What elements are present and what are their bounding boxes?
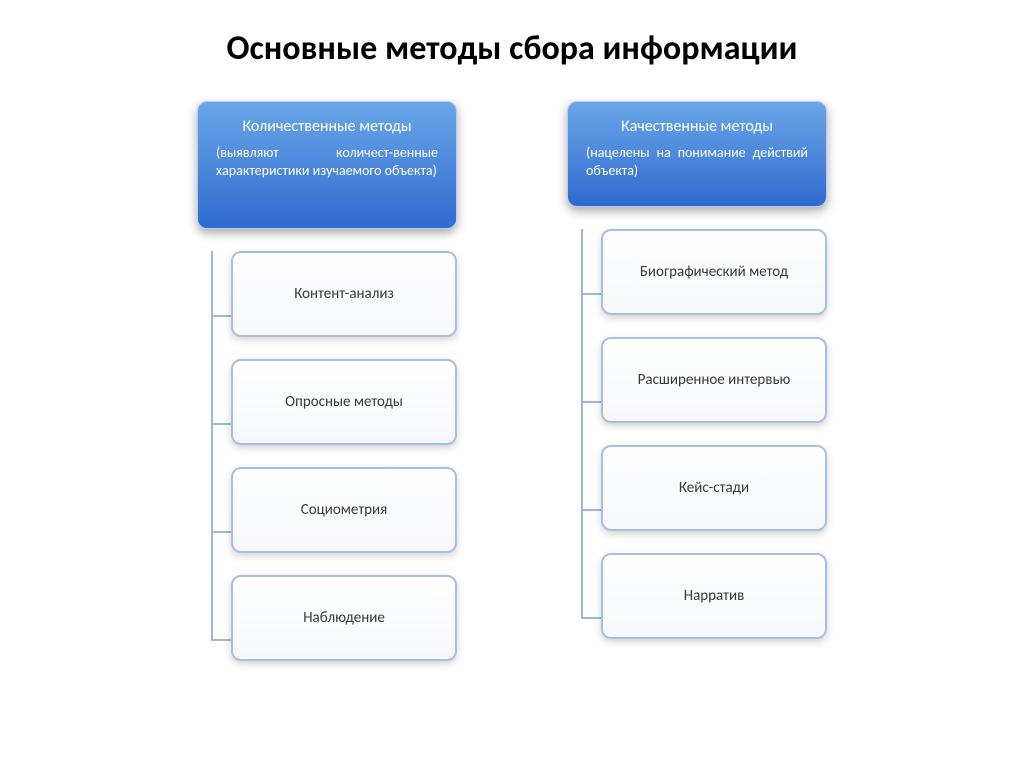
connector-horizontal <box>581 293 601 295</box>
columns-container: Количественные методы (выявляют количест… <box>0 101 1024 683</box>
list-item: Контент-анализ <box>231 251 457 337</box>
item-label: Опросные методы <box>285 393 403 411</box>
connector-horizontal <box>211 639 231 641</box>
connector-horizontal <box>581 617 601 619</box>
items-qualitative: Биографический метод Расширенное интервь… <box>567 229 827 661</box>
column-qualitative: Качественные методы (нацелены на пониман… <box>567 101 827 683</box>
connector-horizontal <box>581 401 601 403</box>
item-label: Наблюдение <box>303 609 385 627</box>
item-label: Расширенное интервью <box>638 371 791 389</box>
header-box-qualitative: Качественные методы (нацелены на пониман… <box>567 101 827 207</box>
list-item: Кейс-стади <box>601 445 827 531</box>
slide: Основные методы сбора информации Количес… <box>0 0 1024 767</box>
column-quantitative: Количественные методы (выявляют количест… <box>197 101 457 683</box>
list-item: Наблюдение <box>231 575 457 661</box>
item-label: Социометрия <box>301 501 388 519</box>
list-item: Нарратив <box>601 553 827 639</box>
list-item: Опросные методы <box>231 359 457 445</box>
header-box-quantitative: Количественные методы (выявляют количест… <box>197 101 457 229</box>
connector-horizontal <box>581 509 601 511</box>
item-label: Контент-анализ <box>294 285 394 303</box>
header-subtitle: (нацелены на понимание действий объекта) <box>586 144 808 182</box>
header-title: Качественные методы <box>586 116 808 138</box>
list-item: Социометрия <box>231 467 457 553</box>
page-title: Основные методы сбора информации <box>0 28 1024 69</box>
header-subtitle: (выявляют количест-венные характеристики… <box>216 144 438 182</box>
items-quantitative: Контент-анализ Опросные методы Социометр… <box>197 251 457 683</box>
connector-vertical <box>211 251 213 640</box>
connector-horizontal <box>211 423 231 425</box>
list-item: Расширенное интервью <box>601 337 827 423</box>
list-item: Биографический метод <box>601 229 827 315</box>
item-label: Нарратив <box>684 587 745 605</box>
connector-vertical <box>581 229 583 618</box>
item-label: Кейс-стади <box>679 479 749 497</box>
connector-horizontal <box>211 531 231 533</box>
item-label: Биографический метод <box>640 263 788 281</box>
header-title: Количественные методы <box>216 116 438 138</box>
connector-horizontal <box>211 315 231 317</box>
